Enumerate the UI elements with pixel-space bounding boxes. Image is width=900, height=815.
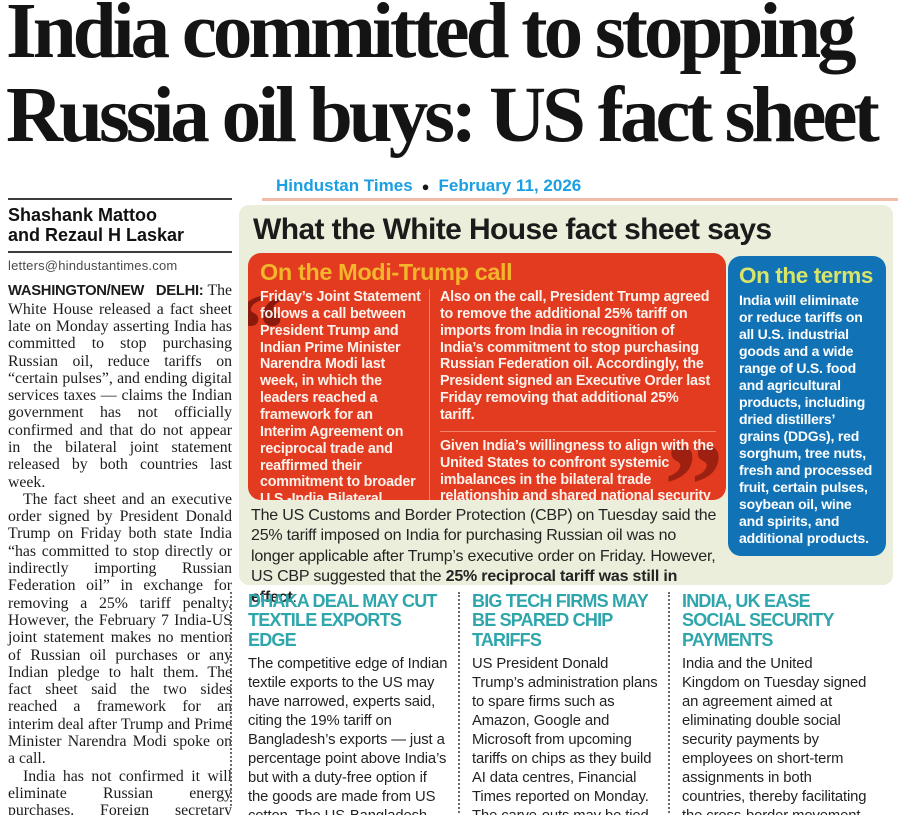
- brief-heading: DHAKA DEAL MAY CUT TEXTILE EXPORTS EDGE: [248, 591, 437, 650]
- brief-heading: BIG TECH FIRMS MAY BE SPARED CHIP TARIFF…: [472, 591, 648, 650]
- byline-line-1: Shashank Mattoo: [8, 205, 158, 225]
- byline-rule-bottom: [8, 251, 232, 254]
- byline-rule-top: [8, 198, 232, 200]
- brief-body: US President Donald Trump’s administrati…: [472, 656, 658, 815]
- closing-quote-icon: ”: [664, 418, 724, 501]
- bullet-separator-icon: ●: [421, 178, 430, 194]
- factbox: What the White House fact sheet says “ ”…: [239, 205, 893, 606]
- article-body: WASHINGTON/NEW DELHI: The White House rel…: [8, 282, 232, 815]
- publish-date: February 11, 2026: [438, 176, 582, 195]
- brief-india-uk-social-security: INDIA, UK EASE SOCIAL SECURITY PAYMENTS …: [668, 591, 868, 815]
- modi-trump-col1-text: Friday’s Joint Statement follows a call …: [260, 289, 421, 500]
- headline: India committed to stopping Russia oil b…: [6, 0, 900, 158]
- news-briefs: DHAKA DEAL MAY CUT TEXTILE EXPORTS EDGE …: [248, 591, 896, 815]
- article-para-3: India has not confirmed it will eliminat…: [8, 767, 232, 815]
- source-name: Hindustan Times: [276, 176, 413, 195]
- brief-dhaka-textiles: DHAKA DEAL MAY CUT TEXTILE EXPORTS EDGE …: [248, 591, 448, 815]
- headline-line-1: India committed to stopping: [6, 0, 857, 75]
- modi-trump-col-2: Also on the call, President Trump agreed…: [430, 289, 716, 500]
- cbp-note-bold: 25% reciprocal tariff was still in effec…: [251, 568, 678, 606]
- terms-heading: On the terms: [739, 263, 873, 288]
- article-para-2: The fact sheet and an executive order si…: [8, 490, 232, 768]
- accent-divider: [262, 198, 898, 201]
- brief-chip-tariffs: BIG TECH FIRMS MAY BE SPARED CHIP TARIFF…: [458, 591, 658, 815]
- author-email: letters@hindustantimes.com: [8, 258, 178, 274]
- paragraph-divider: [440, 430, 716, 432]
- cbp-note-text: The US Customs and Border Protection (CB…: [251, 507, 717, 586]
- modi-trump-heading: On the Modi-Trump call: [260, 259, 513, 285]
- article-para-1: WASHINGTON/NEW DELHI: The White House rel…: [8, 282, 232, 491]
- dotted-divider-left: [230, 592, 232, 806]
- attribution: Hindustan Times ● February 11, 2026: [276, 176, 581, 196]
- brief-body: The competitive edge of Indian textile e…: [248, 656, 448, 815]
- brief-body: India and the United Kingdom on Tuesday …: [682, 656, 867, 815]
- dateline: WASHINGTON/NEW DELHI:: [8, 283, 204, 300]
- modi-trump-col2-para-2: Given India’s willingness to align with …: [440, 437, 714, 500]
- byline-line-2: and Rezaul H Laskar: [8, 225, 185, 246]
- opening-quote-icon: “: [248, 279, 286, 379]
- headline-line-2: Russia oil buys: US fact sheet: [6, 72, 880, 159]
- byline: Shashank Mattoo and Rezaul H Laskar: [8, 200, 232, 251]
- cbp-note-period: .: [292, 588, 297, 606]
- terms-body: India will eliminate or reduce tariffs o…: [739, 292, 873, 546]
- modi-trump-box: “ ” On the Modi-Trump call Friday’s Join…: [248, 253, 726, 500]
- modi-trump-col-1: Friday’s Joint Statement follows a call …: [258, 289, 430, 500]
- article-column: Shashank Mattoo and Rezaul H Laskar lett…: [8, 198, 232, 815]
- factbox-title: What the White House fact sheet says: [253, 213, 772, 246]
- terms-box: On the terms India will eliminate or red…: [728, 256, 886, 556]
- article-para-1-text: The White House released a fact sheet la…: [8, 282, 232, 491]
- modi-trump-col2-para-1: Also on the call, President Trump agreed…: [440, 289, 711, 424]
- modi-trump-columns: Friday’s Joint Statement follows a call …: [258, 289, 716, 500]
- cbp-note: The US Customs and Border Protection (CB…: [251, 506, 723, 608]
- brief-heading: INDIA, UK EASE SOCIAL SECURITY PAYMENTS: [682, 591, 834, 650]
